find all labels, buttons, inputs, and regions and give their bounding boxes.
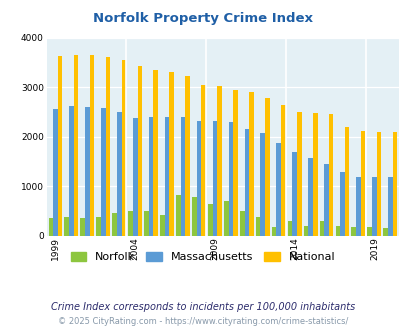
Bar bbox=[387, 177, 392, 236]
Bar bbox=[180, 117, 185, 236]
Bar bbox=[96, 217, 101, 236]
Bar bbox=[335, 226, 339, 236]
Bar bbox=[355, 177, 360, 236]
Bar bbox=[212, 121, 217, 236]
Bar bbox=[228, 122, 232, 236]
Bar bbox=[276, 143, 280, 236]
Bar bbox=[196, 121, 201, 236]
Bar bbox=[201, 85, 205, 236]
Bar bbox=[232, 90, 237, 236]
Bar bbox=[49, 218, 53, 236]
Text: Crime Index corresponds to incidents per 100,000 inhabitants: Crime Index corresponds to incidents per… bbox=[51, 302, 354, 312]
Bar bbox=[132, 117, 137, 236]
Bar bbox=[112, 213, 117, 236]
Bar bbox=[207, 204, 212, 236]
Bar bbox=[69, 106, 74, 236]
Text: © 2025 CityRating.com - https://www.cityrating.com/crime-statistics/: © 2025 CityRating.com - https://www.city… bbox=[58, 317, 347, 326]
Bar bbox=[58, 56, 62, 236]
Bar bbox=[244, 129, 249, 236]
Bar bbox=[121, 60, 126, 236]
Bar bbox=[137, 66, 142, 236]
Bar bbox=[117, 112, 121, 236]
Bar bbox=[376, 132, 380, 236]
Bar bbox=[296, 112, 301, 236]
Bar bbox=[287, 221, 292, 236]
Bar bbox=[371, 177, 376, 236]
Bar bbox=[360, 131, 364, 236]
Bar bbox=[367, 226, 371, 236]
Bar bbox=[149, 117, 153, 236]
Legend: Norfolk, Massachusetts, National: Norfolk, Massachusetts, National bbox=[66, 248, 339, 267]
Bar bbox=[185, 76, 190, 236]
Bar bbox=[303, 226, 307, 236]
Bar bbox=[160, 215, 164, 236]
Bar bbox=[90, 55, 94, 236]
Bar bbox=[271, 226, 276, 236]
Bar bbox=[85, 107, 90, 236]
Bar bbox=[328, 114, 333, 236]
Bar bbox=[312, 113, 317, 236]
Bar bbox=[192, 197, 196, 236]
Bar bbox=[224, 201, 228, 236]
Text: Norfolk Property Crime Index: Norfolk Property Crime Index bbox=[93, 12, 312, 24]
Bar bbox=[344, 127, 349, 236]
Bar bbox=[339, 172, 344, 236]
Bar bbox=[105, 57, 110, 236]
Bar bbox=[74, 55, 78, 236]
Bar bbox=[80, 218, 85, 236]
Bar bbox=[217, 86, 221, 236]
Bar bbox=[382, 228, 387, 236]
Bar bbox=[144, 211, 149, 236]
Bar bbox=[260, 134, 264, 236]
Bar bbox=[169, 72, 174, 236]
Bar bbox=[264, 98, 269, 236]
Bar bbox=[351, 226, 355, 236]
Bar bbox=[101, 108, 105, 236]
Bar bbox=[153, 70, 158, 236]
Bar bbox=[164, 117, 169, 236]
Bar bbox=[292, 152, 296, 236]
Bar bbox=[319, 221, 324, 236]
Bar bbox=[249, 92, 253, 236]
Bar bbox=[392, 132, 396, 236]
Bar bbox=[324, 164, 328, 236]
Bar bbox=[307, 158, 312, 236]
Bar bbox=[53, 109, 58, 236]
Bar bbox=[255, 217, 260, 236]
Bar bbox=[280, 105, 285, 236]
Bar bbox=[64, 217, 69, 236]
Bar bbox=[239, 211, 244, 236]
Bar bbox=[176, 195, 180, 236]
Bar bbox=[128, 211, 132, 236]
